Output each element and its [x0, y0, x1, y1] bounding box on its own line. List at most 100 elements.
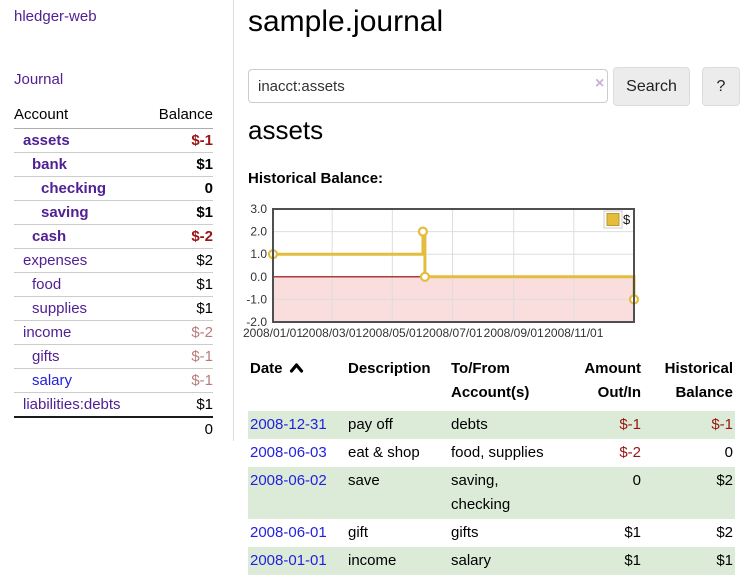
account-link-cash[interactable]: cash	[32, 228, 67, 245]
register-cell-amount: 0	[632, 472, 641, 489]
register-cell-accounts: gifts	[451, 524, 479, 541]
register-cell-balance: $-1	[711, 416, 733, 433]
account-balance: $-2	[145, 320, 213, 345]
data-point-marker	[419, 271, 431, 282]
register-cell-description: income	[348, 552, 397, 569]
register-cell-balance: $1	[716, 552, 733, 569]
register-cell-description: eat & shop	[348, 444, 420, 461]
register-cell-date: 2008-06-03	[248, 439, 346, 467]
app-title-link[interactable]: hledger-web	[14, 8, 97, 25]
account-row: supplies $1	[14, 296, 213, 321]
transaction-date-link[interactable]: 2008-06-01	[250, 524, 327, 541]
legend-label: $	[623, 212, 631, 227]
register-cell-date: 2008-01-01	[248, 547, 346, 575]
account-cell: assets	[14, 128, 146, 153]
register-cell-accounts: food, supplies	[451, 444, 544, 461]
register-cell-amount: $1	[624, 524, 641, 541]
account-row: liabilities:debts $1	[14, 392, 213, 418]
y-tick-label: 2.0	[250, 225, 267, 239]
account-cell: bank	[14, 152, 146, 177]
register-row: 2008-12-31 pay off debts $-1 $-1	[248, 411, 735, 439]
legend-swatch	[606, 213, 620, 226]
register-cell-date: 2008-12-31	[248, 411, 346, 439]
account-balance: $1	[145, 200, 213, 225]
account-cell: liabilities:debts	[14, 392, 146, 418]
search-input[interactable]	[248, 69, 608, 103]
account-link-gifts[interactable]: gifts	[32, 348, 60, 365]
x-tick-label: 2008/03/01	[302, 326, 362, 340]
register-cell-accounts: salary	[451, 552, 492, 569]
account-cell: food	[14, 272, 146, 297]
account-link-assets[interactable]: assets	[23, 132, 70, 149]
register-header-amount: Amount Out/In	[584, 360, 641, 401]
account-link-salary[interactable]: salary	[32, 372, 73, 389]
accounts-table: Account Balance assets $-1 bank $1 checking 0…	[14, 102, 213, 441]
register-cell-accounts: debts	[451, 416, 488, 433]
register-cell-balance: 0	[724, 444, 733, 461]
transaction-date-link[interactable]: 2008-06-03	[250, 444, 327, 461]
account-link-expenses[interactable]: expenses	[23, 252, 88, 269]
account-link-liabilities-debts[interactable]: liabilities:debts	[23, 396, 121, 413]
account-row: assets $-1	[14, 128, 213, 153]
account-row: gifts $-1	[14, 344, 213, 369]
x-tick-label: 2008/07/01	[422, 326, 482, 340]
register-cell-balance: $2	[716, 524, 733, 541]
account-cell: supplies	[14, 296, 146, 321]
account-cell: gifts	[14, 344, 146, 369]
account-link-supplies[interactable]: supplies	[32, 300, 88, 317]
account-cell: cash	[14, 224, 146, 249]
transaction-date-link[interactable]: 2008-06-02	[250, 472, 327, 489]
account-balance: $-1	[145, 128, 213, 153]
account-row: income $-2	[14, 320, 213, 345]
help-button[interactable]: ?	[702, 67, 740, 106]
account-balance: $1	[145, 152, 213, 177]
register-cell-description: save	[348, 472, 380, 489]
account-cell: saving	[14, 200, 146, 225]
y-tick-label: -1.0	[246, 292, 267, 306]
register-header-row: Date Description To/From Account(s) Amou…	[248, 357, 735, 411]
account-row: cash $-2	[14, 224, 213, 249]
x-tick-label: 2008/11/01	[544, 326, 603, 340]
account-link-saving[interactable]: saving	[41, 204, 89, 221]
account-link-checking[interactable]: checking	[41, 180, 107, 197]
y-tick-label: 0.0	[250, 270, 267, 284]
chart-title: Historical Balance:	[248, 170, 384, 187]
transaction-date-link[interactable]: 2008-01-01	[250, 552, 327, 569]
account-cell: checking	[14, 176, 146, 201]
register-cell-amount: $-2	[619, 444, 641, 461]
register-cell-amount: $-1	[619, 416, 641, 433]
accounts-header-row: Account Balance	[14, 102, 213, 129]
account-link-income[interactable]: income	[23, 324, 72, 341]
register-body: 2008-12-31 pay off debts $-1 $-1 2008-06-03 ea…	[248, 411, 735, 575]
search-form: × Search ?	[248, 66, 742, 108]
transaction-date-link[interactable]: 2008-12-31	[250, 416, 327, 433]
account-link-food[interactable]: food	[32, 276, 62, 293]
x-tick-label: 2008/05/01	[362, 326, 422, 340]
sidebar-divider	[233, 0, 234, 441]
x-tick-label: 2008/01/01	[243, 326, 303, 340]
register-cell-description: gift	[348, 524, 369, 541]
account-row: food $1	[14, 272, 213, 297]
accounts-total-spacer	[14, 416, 146, 441]
accounts-header-account: Account	[14, 102, 146, 129]
accounts-total-row: 0	[14, 416, 213, 441]
clear-search-icon[interactable]: ×	[595, 75, 605, 92]
plot-border	[272, 208, 635, 323]
account-balance: $1	[145, 392, 213, 418]
sort-asc-icon	[289, 363, 303, 373]
account-row: saving $1	[14, 200, 213, 225]
account-link-bank[interactable]: bank	[32, 156, 68, 173]
y-tick-label: -2.0	[246, 315, 267, 329]
accounts-body: assets $-1 bank $1 checking 0 saving $1 cash $-2 e…	[14, 128, 213, 418]
page-title: sample.journal	[248, 5, 444, 38]
search-button[interactable]: Search	[613, 67, 690, 106]
register-header-date[interactable]: Date	[248, 357, 346, 411]
register-row: 2008-06-02 save saving, checking 0 $2	[248, 467, 735, 519]
register-header-accounts: To/From Account(s)	[451, 360, 530, 401]
account-balance: $1	[145, 296, 213, 321]
register-cell-amount: $1	[624, 552, 641, 569]
sidebar-item-journal[interactable]: Journal	[14, 71, 64, 88]
account-heading: assets	[248, 115, 324, 145]
register-header-date-label: Date	[250, 360, 283, 377]
